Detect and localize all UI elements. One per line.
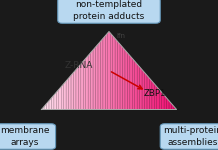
Text: multi-protein
assemblies: multi-protein assemblies (164, 126, 218, 147)
Text: Ifn: Ifn (116, 33, 126, 39)
Text: non-templated
protein adducts: non-templated protein adducts (73, 0, 145, 21)
Text: Z-RNA: Z-RNA (64, 61, 93, 70)
Text: ZBP1: ZBP1 (143, 88, 166, 98)
FancyBboxPatch shape (160, 124, 218, 149)
Text: membrane
arrays: membrane arrays (0, 126, 50, 147)
FancyBboxPatch shape (0, 124, 56, 149)
FancyBboxPatch shape (58, 0, 160, 23)
